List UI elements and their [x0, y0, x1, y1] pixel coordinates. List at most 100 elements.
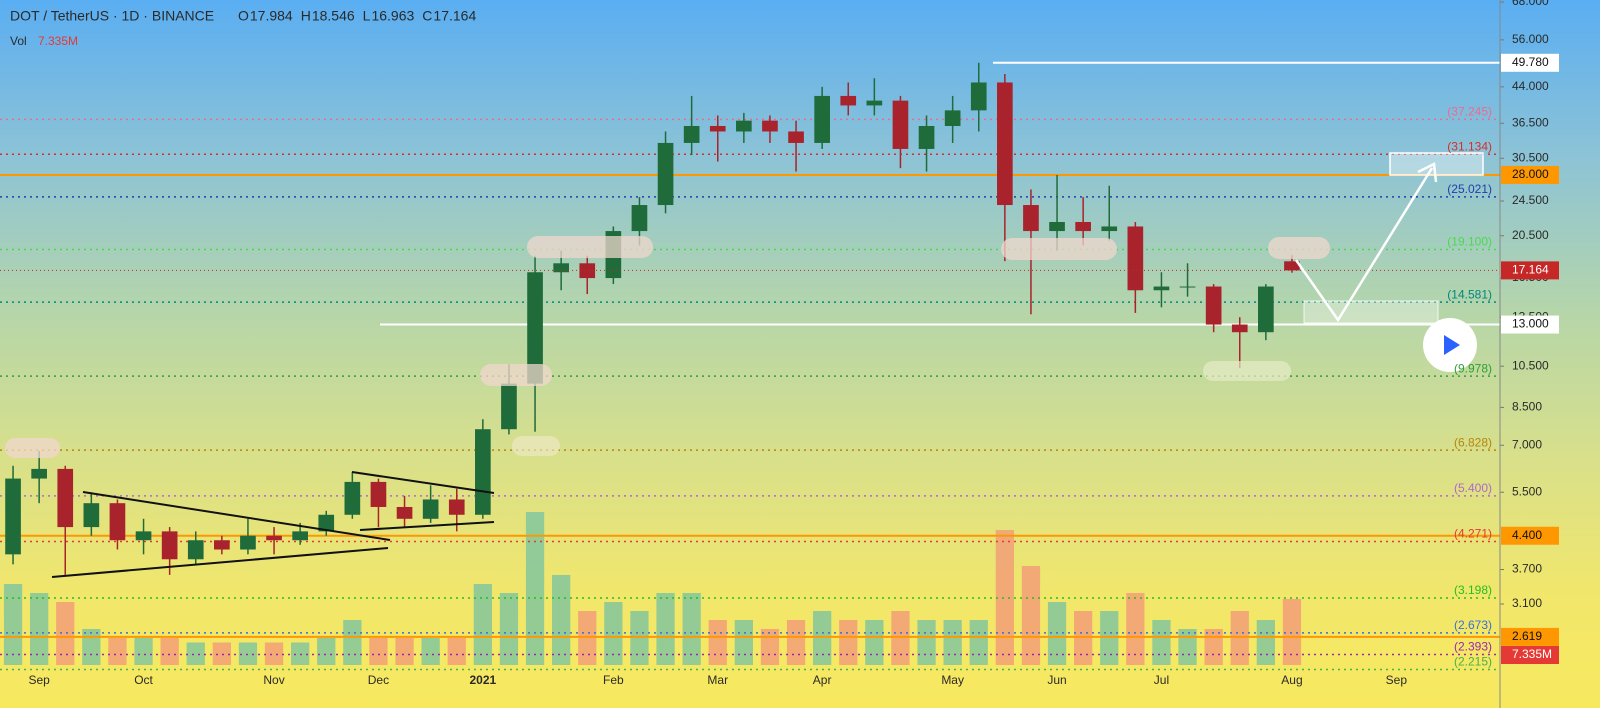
volume-bar: [708, 620, 727, 665]
volume-tag: 7.335M: [1512, 647, 1552, 661]
volume-bar: [1074, 611, 1093, 665]
y-tick-label: 44.000: [1512, 79, 1549, 93]
play-icon[interactable]: [1444, 335, 1460, 355]
volume-bar: [343, 620, 362, 665]
fib-label: (14.581): [1447, 287, 1492, 301]
volume-bar: [552, 575, 571, 665]
candle-body: [1284, 261, 1300, 271]
fib-label: (2.673): [1454, 618, 1492, 632]
y-tick-label: 3.700: [1512, 562, 1542, 576]
volume-bar: [1152, 620, 1171, 665]
plot: [0, 61, 1500, 671]
volume-bar: [30, 593, 49, 665]
candle-body: [318, 514, 335, 532]
volume-bar: [578, 611, 597, 665]
highlight: [527, 236, 653, 258]
volume-bar: [995, 530, 1014, 665]
y-tick-label: 10.500: [1512, 358, 1549, 372]
candle-body: [161, 531, 178, 560]
volume-bar: [943, 620, 962, 665]
candle-body: [1153, 286, 1170, 291]
candle-body: [214, 540, 230, 550]
candle-body: [240, 535, 256, 550]
support-box: [1303, 300, 1439, 324]
candle-body: [31, 468, 47, 479]
volume-tag-bg: [1501, 646, 1559, 664]
trendline: [82, 491, 391, 541]
trendline: [359, 521, 495, 531]
volume-bar: [1126, 593, 1145, 665]
trendline: [51, 547, 389, 578]
ohlc-value: 17.164: [433, 8, 476, 24]
candle-body: [1075, 221, 1091, 232]
arrow-head: [1417, 162, 1438, 183]
candle-body: [5, 478, 21, 555]
ohlc-letter: O: [238, 8, 249, 24]
candle-body: [344, 481, 361, 515]
x-tick-label: Aug: [1281, 673, 1302, 687]
y-tick-label: 20.500: [1512, 228, 1549, 242]
vol-label: Vol: [10, 34, 27, 48]
candle-body: [736, 120, 752, 132]
candle-body: [683, 125, 700, 143]
candle-body: [501, 383, 517, 430]
level-tag-bg: [1501, 627, 1559, 646]
volume-bar: [813, 611, 832, 665]
x-tick-label: Dec: [368, 673, 389, 687]
candle-body: [970, 82, 987, 111]
candle-body: [1049, 221, 1065, 232]
x-tick-label: Sep: [28, 673, 50, 687]
highlight: [1268, 237, 1330, 259]
candle-body: [57, 468, 74, 528]
volume-bar: [3, 584, 23, 665]
highlight: [512, 436, 560, 456]
x-tick-label: Apr: [813, 673, 832, 687]
volume-bar: [1282, 598, 1302, 665]
volume-bar: [1021, 566, 1041, 665]
volume-bar: [1100, 611, 1119, 665]
volume-bar: [473, 584, 492, 665]
candle-body: [1127, 226, 1144, 291]
candle-body: [1205, 286, 1222, 325]
candle-body: [135, 531, 152, 541]
volume-bar: [682, 593, 701, 665]
ohlc-letter: C: [422, 8, 432, 24]
x-tick-label: 2021: [469, 673, 496, 687]
candle-body: [631, 205, 648, 232]
x-tick-label: Sep: [1386, 673, 1408, 687]
ohlc-value: 16.963: [371, 8, 414, 24]
y-tick-label: 5.500: [1512, 484, 1542, 498]
fib-label: (2.215): [1454, 655, 1492, 669]
volume-bar: [865, 620, 884, 665]
candle-body: [840, 95, 857, 106]
y-tick-label: 36.500: [1512, 115, 1549, 129]
candle-body: [579, 263, 596, 279]
level-tag-bg: [1501, 315, 1559, 334]
ohlc-value: 17.984: [250, 8, 293, 24]
candle-body: [1231, 324, 1248, 333]
candle-body: [1258, 286, 1274, 333]
volume-bar: [186, 642, 205, 665]
volume-bar: [1178, 629, 1197, 665]
highlight: [1001, 238, 1117, 260]
volume-bar: [160, 638, 179, 665]
volume-bar: [525, 512, 545, 665]
volume-bar: [264, 642, 284, 665]
volume-bar: [395, 638, 414, 665]
x-tick-label: Nov: [263, 673, 284, 687]
fib-label: (37.245): [1447, 105, 1492, 119]
level-tag: 13.000: [1512, 317, 1549, 331]
fib-label: (19.100): [1447, 235, 1492, 249]
candle-body: [553, 263, 569, 273]
fib-label: (4.271): [1454, 527, 1492, 541]
volume-bar: [421, 638, 440, 665]
volume-bar: [734, 620, 753, 665]
x-tick-label: May: [941, 673, 964, 687]
candle-body: [83, 503, 100, 528]
play-button[interactable]: [1423, 318, 1477, 372]
volume-bar: [212, 642, 231, 665]
y-tick-label: 30.500: [1512, 150, 1549, 164]
y-tick-label: 8.500: [1512, 400, 1542, 414]
volume-bar: [656, 593, 675, 665]
